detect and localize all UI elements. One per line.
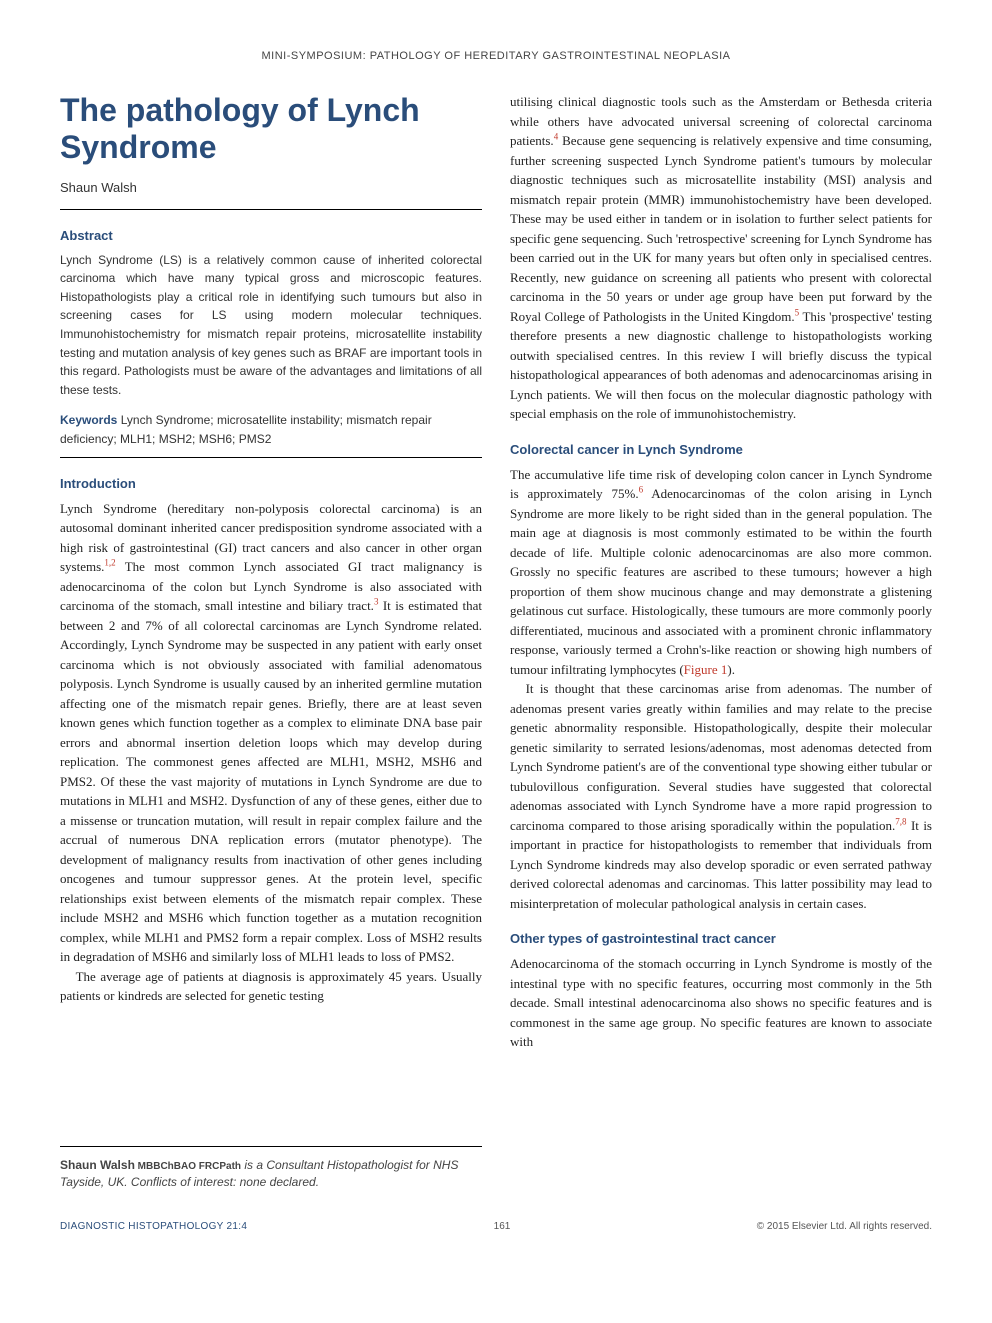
citation-ref[interactable]: 7,8 (895, 816, 906, 826)
divider (60, 209, 482, 210)
article-title: The pathology of Lynch Syndrome (60, 92, 482, 166)
keywords-label: Keywords (60, 413, 117, 427)
text-run: Adenocarcinomas of the colon arising in … (510, 486, 932, 677)
keywords-line: Keywords Lynch Syndrome; microsatellite … (60, 411, 482, 448)
page-footer: DIAGNOSTIC HISTOPATHOLOGY 21:4 161 © 201… (60, 1221, 932, 1232)
other-heading: Other types of gastrointestinal tract ca… (510, 931, 932, 946)
two-column-layout: The pathology of Lynch Syndrome Shaun Wa… (60, 92, 932, 1191)
divider (60, 457, 482, 458)
intro-paragraph-1: Lynch Syndrome (hereditary non-polyposis… (60, 499, 482, 967)
figure-ref[interactable]: Figure 1 (684, 662, 728, 677)
right-column: utilising clinical diagnostic tools such… (510, 92, 932, 1191)
text-run: It is estimated that between 2 and 7% of… (60, 598, 482, 964)
abstract-heading: Abstract (60, 228, 482, 243)
crc-heading: Colorectal cancer in Lynch Syndrome (510, 442, 932, 457)
text-run: It is thought that these carcinomas aris… (510, 681, 932, 833)
citation-ref[interactable]: 1,2 (104, 558, 115, 568)
introduction-heading: Introduction (60, 476, 482, 491)
left-column: The pathology of Lynch Syndrome Shaun Wa… (60, 92, 482, 1191)
intro-paragraph-2: The average age of patients at diagnosis… (60, 967, 482, 1006)
author-info-block: Shaun Walsh MBBChBAO FRCPath is a Consul… (60, 1146, 482, 1192)
mini-symposium-header: MINI-SYMPOSIUM: PATHOLOGY OF HEREDITARY … (60, 50, 932, 62)
crc-paragraph-2: It is thought that these carcinomas aris… (510, 679, 932, 913)
author-credentials: MBBChBAO FRCPath (135, 1161, 241, 1172)
text-run: ). (727, 662, 735, 677)
text-run: Because gene sequencing is relatively ex… (510, 133, 932, 324)
abstract-text: Lynch Syndrome (LS) is a relatively comm… (60, 251, 482, 400)
copyright-text: © 2015 Elsevier Ltd. All rights reserved… (757, 1221, 932, 1232)
page-number: 161 (494, 1221, 511, 1232)
journal-name: DIAGNOSTIC HISTOPATHOLOGY 21:4 (60, 1221, 247, 1232)
author-name: Shaun Walsh (60, 180, 482, 195)
author-info-name: Shaun Walsh (60, 1158, 135, 1172)
intro-paragraph-2-cont: utilising clinical diagnostic tools such… (510, 92, 932, 424)
crc-paragraph-1: The accumulative life time risk of devel… (510, 465, 932, 680)
text-run: This 'prospective' testing therefore pre… (510, 309, 932, 422)
other-paragraph-1: Adenocarcinoma of the stomach occurring … (510, 954, 932, 1052)
